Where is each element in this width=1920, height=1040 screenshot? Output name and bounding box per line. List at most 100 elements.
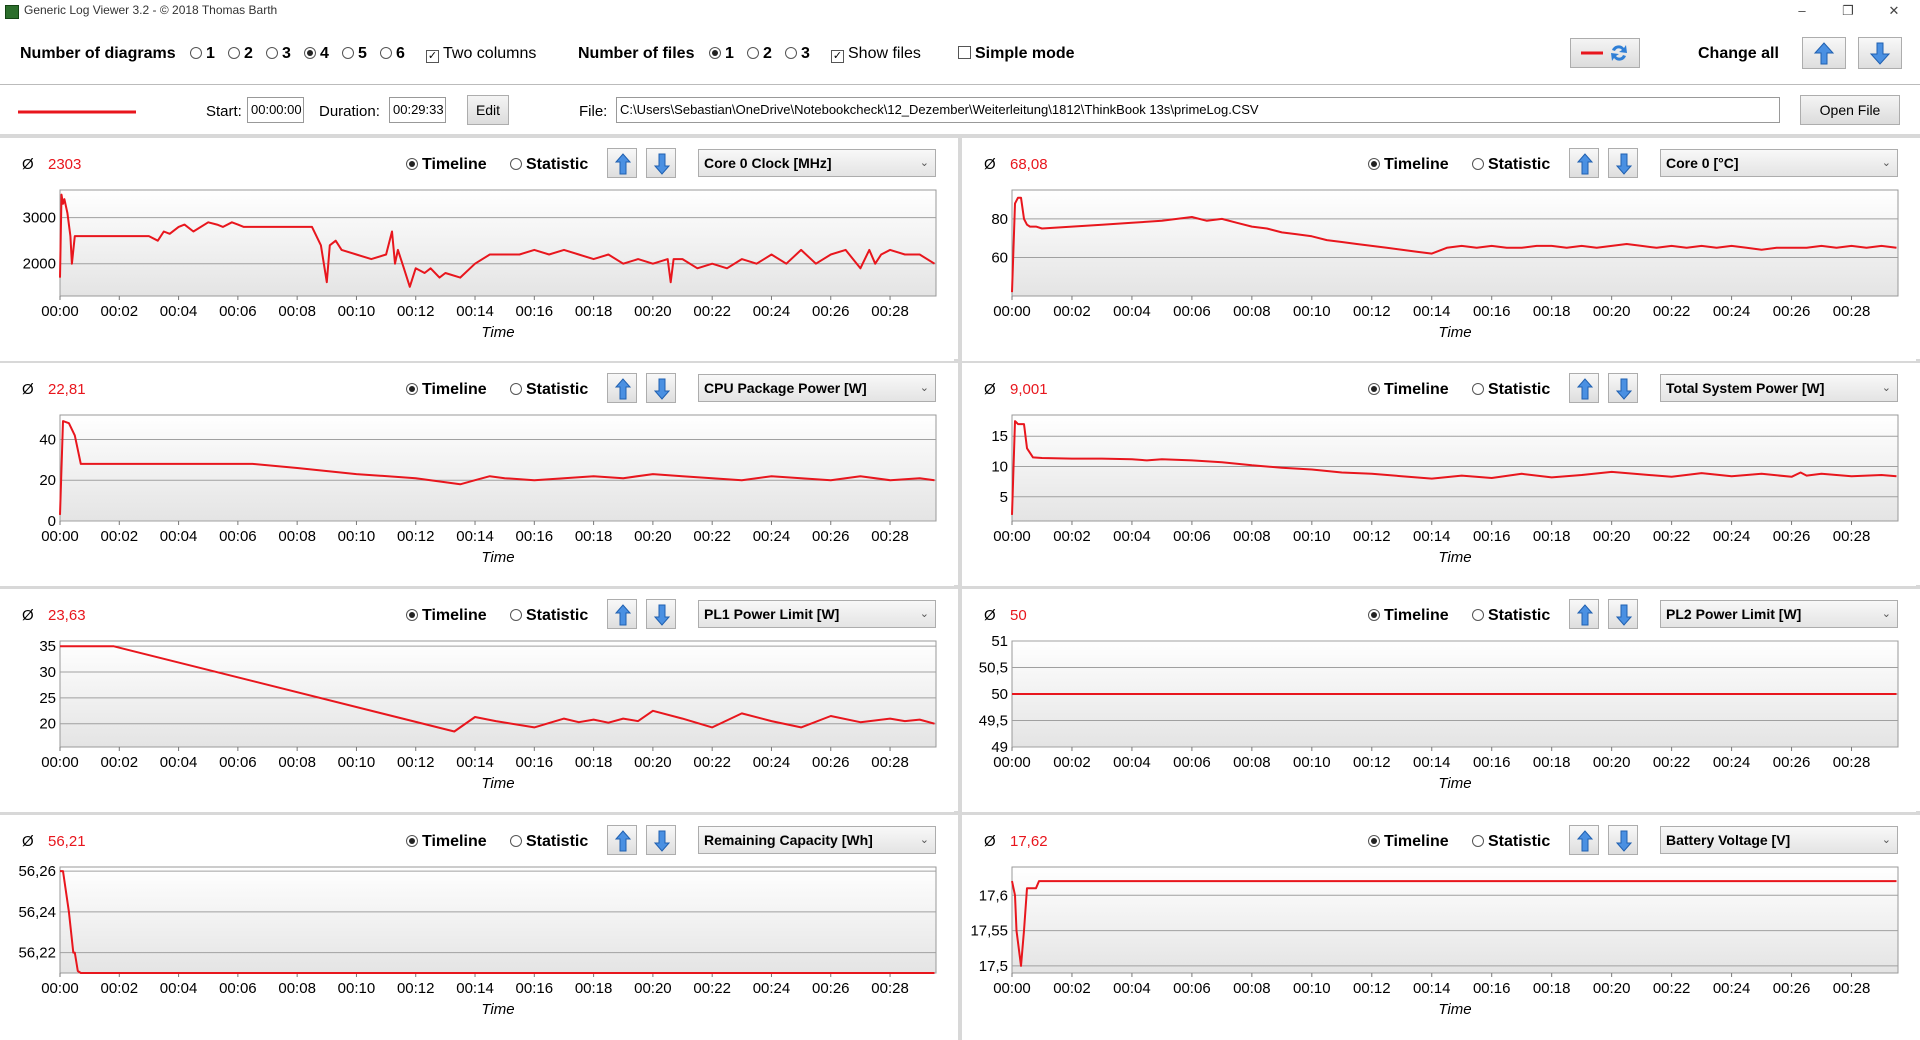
diagrams-radio-1[interactable]: 1	[190, 45, 215, 63]
minimize-button[interactable]: –	[1798, 3, 1806, 18]
change-all-down-button[interactable]	[1858, 37, 1902, 69]
statistic-radio[interactable]: Statistic	[1472, 156, 1550, 174]
radio-indicator[interactable]	[510, 383, 522, 395]
statistic-radio[interactable]: Statistic	[1472, 833, 1550, 851]
radio-indicator[interactable]	[785, 47, 797, 59]
close-button[interactable]: ✕	[1888, 3, 1900, 18]
statistic-radio[interactable]: Statistic	[510, 381, 588, 399]
checkbox-two-columns[interactable]: ✓	[426, 50, 439, 63]
radio-indicator[interactable]	[406, 609, 418, 621]
radio-indicator[interactable]	[510, 835, 522, 847]
change-all-label: Change all	[1698, 45, 1779, 62]
duration-input[interactable]: 00:29:33	[389, 97, 446, 123]
diagrams-radio-6[interactable]: 6	[380, 45, 405, 63]
move-down-button[interactable]	[1608, 825, 1638, 855]
timeline-radio[interactable]: Timeline	[1368, 607, 1449, 625]
color-swap-button[interactable]	[1570, 38, 1640, 68]
radio-indicator[interactable]	[747, 47, 759, 59]
checkbox-show-files[interactable]: ✓	[831, 50, 844, 63]
x-tick-label: 00:20	[1593, 754, 1631, 771]
radio-indicator[interactable]	[380, 47, 392, 59]
diagrams-radio-3[interactable]: 3	[266, 45, 291, 63]
radio-indicator[interactable]	[1472, 835, 1484, 847]
diagrams-radio-5[interactable]: 5	[342, 45, 367, 63]
metric-select[interactable]: PL1 Power Limit [W] ⌄	[698, 600, 936, 628]
radio-indicator[interactable]	[709, 47, 721, 59]
x-tick-label: 00:18	[575, 980, 613, 997]
diagrams-radio-4[interactable]: 4	[304, 45, 329, 63]
simple-mode-checkbox[interactable]: Simple mode	[958, 45, 1075, 63]
move-down-button[interactable]	[646, 825, 676, 855]
statistic-radio[interactable]: Statistic	[510, 156, 588, 174]
radio-indicator[interactable]	[406, 835, 418, 847]
start-input[interactable]: 00:00:00	[247, 97, 304, 123]
radio-indicator[interactable]	[406, 383, 418, 395]
files-radio-3[interactable]: 3	[785, 45, 810, 63]
statistic-radio[interactable]: Statistic	[510, 833, 588, 851]
two-columns-checkbox[interactable]: ✓ Two columns	[426, 45, 536, 63]
move-up-button[interactable]	[607, 148, 637, 178]
timeline-radio[interactable]: Timeline	[1368, 156, 1449, 174]
radio-indicator[interactable]	[304, 47, 316, 59]
move-down-button[interactable]	[1608, 148, 1638, 178]
x-tick-label: 00:24	[753, 980, 791, 997]
edit-button[interactable]: Edit	[467, 95, 509, 125]
statistic-radio[interactable]: Statistic	[1472, 381, 1550, 399]
move-up-button[interactable]	[607, 825, 637, 855]
radio-indicator[interactable]	[266, 47, 278, 59]
statistic-radio[interactable]: Statistic	[510, 607, 588, 625]
radio-indicator[interactable]	[1472, 383, 1484, 395]
radio-indicator[interactable]	[342, 47, 354, 59]
radio-indicator[interactable]	[510, 158, 522, 170]
metric-select[interactable]: Remaining Capacity [Wh] ⌄	[698, 826, 936, 854]
radio-indicator[interactable]	[1472, 609, 1484, 621]
metric-select[interactable]: Battery Voltage [V] ⌄	[1660, 826, 1898, 854]
files-radio-1[interactable]: 1	[709, 45, 734, 63]
timeline-radio[interactable]: Timeline	[1368, 833, 1449, 851]
timeline-radio[interactable]: Timeline	[406, 607, 487, 625]
statistic-radio[interactable]: Statistic	[1472, 607, 1550, 625]
show-files-checkbox[interactable]: ✓ Show files	[831, 45, 921, 63]
metric-select[interactable]: Core 0 [°C] ⌄	[1660, 149, 1898, 177]
move-up-button[interactable]	[607, 373, 637, 403]
radio-indicator[interactable]	[1472, 158, 1484, 170]
radio-indicator[interactable]	[406, 158, 418, 170]
maximize-button[interactable]: ❐	[1842, 3, 1854, 18]
radio-indicator[interactable]	[510, 609, 522, 621]
move-up-button[interactable]	[1569, 825, 1599, 855]
metric-select[interactable]: PL2 Power Limit [W] ⌄	[1660, 600, 1898, 628]
move-down-button[interactable]	[1608, 373, 1638, 403]
move-down-button[interactable]	[646, 373, 676, 403]
move-up-button[interactable]	[1569, 148, 1599, 178]
radio-indicator[interactable]	[1368, 835, 1380, 847]
move-up-button[interactable]	[1569, 599, 1599, 629]
move-down-button[interactable]	[646, 599, 676, 629]
move-down-button[interactable]	[646, 148, 676, 178]
files-radio-2[interactable]: 2	[747, 45, 772, 63]
arrow-up-icon	[1813, 42, 1835, 65]
checkbox-simple-mode[interactable]	[958, 46, 971, 59]
metric-select[interactable]: Total System Power [W] ⌄	[1660, 374, 1898, 402]
timeline-radio[interactable]: Timeline	[406, 833, 487, 851]
open-file-button[interactable]: Open File	[1800, 95, 1900, 125]
move-up-button[interactable]	[607, 599, 637, 629]
radio-indicator[interactable]	[228, 47, 240, 59]
change-all-up-button[interactable]	[1802, 37, 1846, 69]
timeline-radio[interactable]: Timeline	[406, 381, 487, 399]
move-up-button[interactable]	[1569, 373, 1599, 403]
x-tick-label: 00:28	[871, 980, 909, 997]
radio-indicator[interactable]	[1368, 158, 1380, 170]
series-color-swatch[interactable]	[18, 109, 138, 115]
x-tick-label: 00:26	[812, 980, 850, 997]
metric-select[interactable]: CPU Package Power [W] ⌄	[698, 374, 936, 402]
radio-indicator[interactable]	[190, 47, 202, 59]
metric-select[interactable]: Core 0 Clock [MHz] ⌄	[698, 149, 936, 177]
timeline-radio[interactable]: Timeline	[406, 156, 487, 174]
x-tick-label: 00:02	[101, 528, 139, 545]
radio-indicator[interactable]	[1368, 383, 1380, 395]
timeline-radio[interactable]: Timeline	[1368, 381, 1449, 399]
radio-indicator[interactable]	[1368, 609, 1380, 621]
move-down-button[interactable]	[1608, 599, 1638, 629]
diagrams-radio-2[interactable]: 2	[228, 45, 253, 63]
file-path-input[interactable]: C:\Users\Sebastian\OneDrive\Notebookchec…	[616, 97, 1780, 123]
